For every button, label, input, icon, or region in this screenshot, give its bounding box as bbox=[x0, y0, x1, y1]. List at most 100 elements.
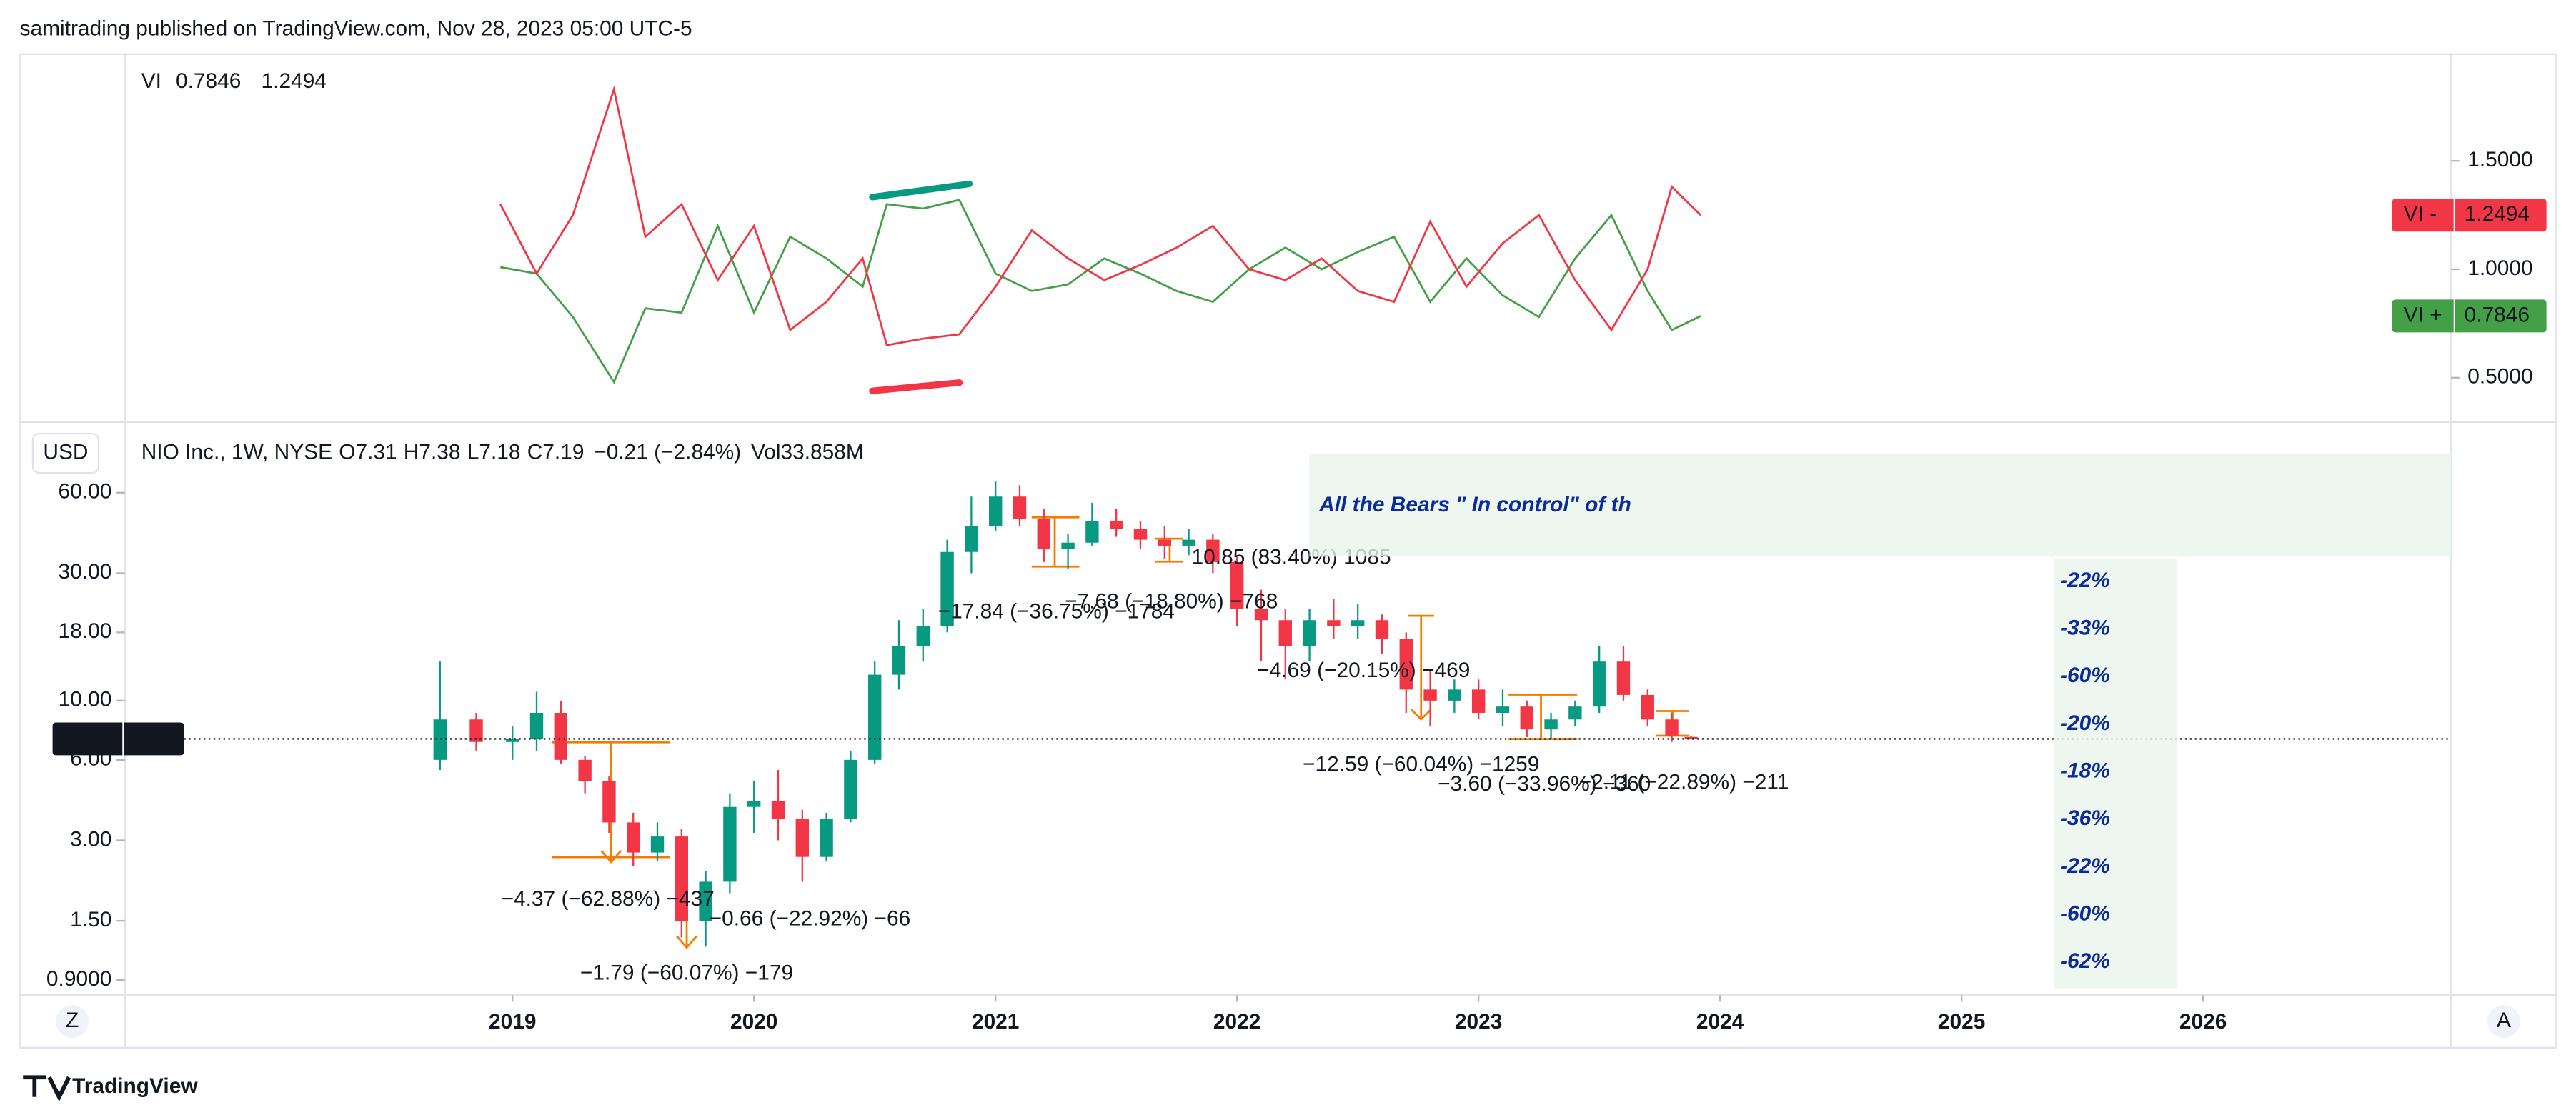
y-tick-label: 18.00 bbox=[59, 619, 112, 643]
publisher-header: samitrading published on TradingView.com… bbox=[20, 16, 692, 40]
legend-item: O bbox=[339, 440, 355, 464]
legend-item: 7.31 bbox=[355, 440, 397, 464]
candle-body bbox=[506, 739, 519, 742]
legend-item: L bbox=[467, 440, 479, 464]
x-tick-label: 2020 bbox=[730, 1010, 777, 1034]
callout: All the Bears " In control" of th bbox=[1318, 493, 1631, 516]
measure-label: −17.84 (−36.75%) −1784 bbox=[938, 599, 1175, 623]
candle-body bbox=[1592, 661, 1606, 707]
candle-body bbox=[1423, 689, 1437, 701]
legend-item: H bbox=[404, 440, 419, 464]
y-tick-label: 0.5000 bbox=[2467, 365, 2532, 389]
orange-measures bbox=[552, 516, 1689, 949]
measure-label: −0.66 (−22.92%) −66 bbox=[710, 906, 911, 930]
candle-body bbox=[867, 674, 882, 760]
candle-body bbox=[795, 819, 809, 857]
x-tick-label: 2023 bbox=[1455, 1010, 1502, 1034]
chart-frame bbox=[19, 53, 2557, 1049]
trendline bbox=[869, 180, 973, 201]
callout-background bbox=[1309, 453, 2452, 557]
x-tick-label: 2022 bbox=[1213, 1010, 1260, 1034]
y-tick-label: 0.9000 bbox=[46, 967, 111, 991]
legend-value: 1.2494 bbox=[262, 69, 327, 93]
measure bbox=[1408, 614, 1435, 721]
y-tick-label: 60.00 bbox=[59, 480, 112, 504]
measure-label: −12.59 (−60.04%) −1259 bbox=[1303, 752, 1539, 776]
candle-body bbox=[1616, 661, 1631, 695]
drops-background bbox=[2053, 558, 2177, 989]
z-button-label[interactable]: Z bbox=[66, 1009, 79, 1032]
candle-body bbox=[433, 719, 447, 760]
candle-body bbox=[627, 822, 640, 853]
measure-label: −7.68 (−18.80%) −768 bbox=[1065, 590, 1278, 614]
drop-percent: -60% bbox=[2060, 664, 2110, 687]
candle-body bbox=[1061, 542, 1075, 549]
currency-box bbox=[31, 432, 100, 474]
candle-body bbox=[1375, 620, 1389, 639]
candle-body bbox=[1206, 539, 1220, 562]
measure-label: −1.79 (−60.07%) −179 bbox=[580, 961, 793, 984]
candle-body bbox=[1684, 736, 1698, 739]
candle-body bbox=[1351, 620, 1365, 626]
candle-body bbox=[1641, 694, 1654, 720]
candle-body bbox=[1303, 620, 1316, 646]
drop-percent: -62% bbox=[2060, 949, 2110, 973]
price-tag bbox=[2392, 299, 2547, 333]
legend-value: 0.7846 bbox=[176, 69, 241, 93]
legend-item: C bbox=[527, 440, 543, 464]
last-value-tag: 0.7846 bbox=[2465, 303, 2530, 326]
candle-body bbox=[699, 881, 712, 921]
symbol: NIO bbox=[133, 726, 171, 749]
candle-body bbox=[820, 819, 833, 857]
y-tick-label: 1.5000 bbox=[2467, 148, 2532, 171]
candle-body bbox=[1544, 719, 1558, 730]
x-tick-label: 2026 bbox=[2179, 1010, 2227, 1034]
candle-body bbox=[723, 806, 737, 882]
candle-body bbox=[844, 759, 857, 819]
candle-body bbox=[747, 801, 761, 807]
candle-body bbox=[1496, 706, 1510, 713]
vi-line bbox=[499, 85, 1702, 346]
candle-body bbox=[1568, 706, 1582, 720]
candle-body bbox=[554, 712, 568, 760]
candle-body bbox=[1085, 521, 1099, 543]
currency: USD bbox=[43, 440, 88, 464]
y-tick-label: 30.00 bbox=[59, 560, 112, 584]
a-button[interactable] bbox=[2487, 1005, 2520, 1039]
candle-body bbox=[1327, 620, 1341, 626]
candle-body bbox=[1254, 609, 1268, 621]
drop-percent: -36% bbox=[2060, 806, 2110, 830]
candle-body bbox=[1399, 639, 1413, 690]
y-tick-label: 1.0000 bbox=[2467, 256, 2532, 280]
logo bbox=[23, 1075, 71, 1102]
x-tick-label: 2021 bbox=[972, 1010, 1019, 1034]
candle-body bbox=[1037, 518, 1050, 549]
measure-label: −4.37 (−62.88%) −437 bbox=[502, 887, 715, 911]
candle-body bbox=[1278, 620, 1292, 646]
legend-item: 7.18 bbox=[479, 440, 520, 464]
last-price: 7.19 bbox=[59, 726, 101, 749]
series-name-tag: VI - bbox=[2404, 202, 2437, 226]
last-value-tag: 1.2494 bbox=[2465, 202, 2530, 226]
drop-percent: -22% bbox=[2060, 569, 2110, 592]
footer-brand: TradingView bbox=[72, 1074, 198, 1098]
measure-label: −2.11 (−22.89%) −211 bbox=[1579, 771, 1789, 794]
trendline bbox=[869, 379, 963, 394]
a-button-label[interactable]: A bbox=[2497, 1009, 2511, 1032]
legend-item: Vol bbox=[751, 440, 781, 464]
x-tick-label: 2024 bbox=[1696, 1010, 1744, 1034]
price-tag bbox=[2392, 199, 2547, 232]
candle-body bbox=[650, 836, 665, 853]
legend-item: −0.21 (−2.84%) bbox=[594, 440, 741, 464]
drop-percent: -33% bbox=[2060, 616, 2110, 639]
candle-body bbox=[1013, 496, 1027, 519]
z-button[interactable] bbox=[56, 1005, 89, 1039]
candle-body bbox=[1109, 521, 1123, 529]
measure bbox=[1508, 694, 1578, 740]
measure-label: −4.69 (−20.15%) −469 bbox=[1257, 659, 1470, 682]
y-tick-label: 1.50 bbox=[70, 908, 111, 931]
candle-body bbox=[1230, 561, 1244, 609]
candle-body bbox=[940, 551, 954, 626]
candle-body bbox=[1471, 689, 1486, 713]
legend-item: 33.858M bbox=[781, 440, 864, 464]
